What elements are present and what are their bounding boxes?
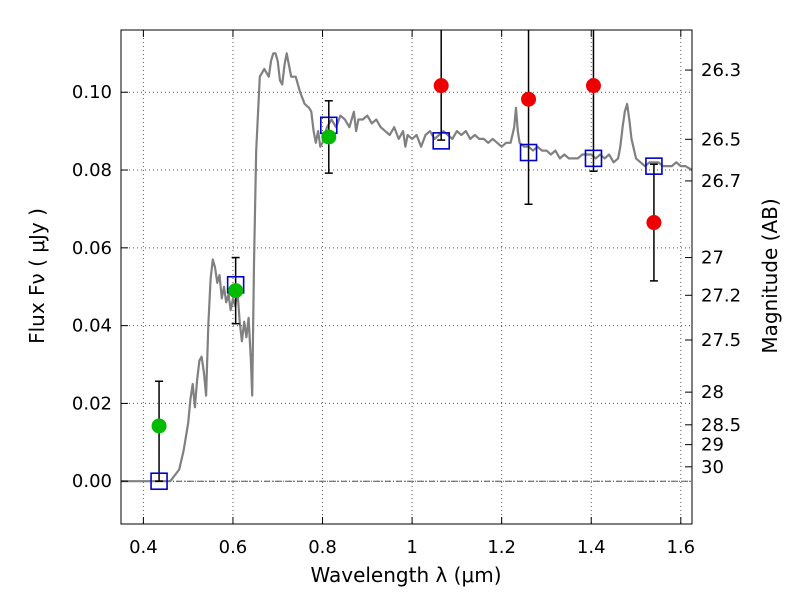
observed-photometry-point bbox=[228, 283, 244, 299]
model-photometry-point bbox=[519, 143, 538, 162]
x-tick-label: 1.6 bbox=[666, 537, 695, 558]
y-tick-labels: 0.00 0.02 0.04 0.06 0.08 0.10 bbox=[72, 82, 112, 492]
y-tick-label: 0.00 bbox=[72, 471, 112, 492]
y-axis-label: Flux Fν ( μJy ) bbox=[25, 208, 49, 344]
axis-ticks bbox=[121, 30, 692, 524]
observed-photometry-point bbox=[151, 418, 167, 434]
plot-frame bbox=[120, 29, 693, 525]
error-bars bbox=[155, 30, 658, 482]
x-tick-label: 0.4 bbox=[129, 537, 158, 558]
y-tick-label: 0.02 bbox=[72, 393, 112, 414]
model-spectrum-line bbox=[121, 52, 693, 483]
model-photometry-point bbox=[150, 472, 168, 491]
x-tick-label: 1.2 bbox=[487, 537, 516, 558]
right-tick-label: 29 bbox=[701, 435, 724, 456]
model-photometry-point bbox=[645, 157, 663, 175]
right-tick-label: 26.5 bbox=[701, 129, 741, 150]
observed-photometry-point bbox=[646, 215, 662, 231]
right-tick-label: 27.5 bbox=[701, 330, 741, 351]
right-tick-label: 28 bbox=[701, 382, 724, 403]
y-tick-label: 0.06 bbox=[72, 238, 112, 259]
model-spectrum bbox=[121, 52, 693, 483]
model-photometry-markers bbox=[150, 116, 663, 491]
x-tick-label: 1.4 bbox=[577, 537, 606, 558]
x-axis-label: Wavelength λ (μm) bbox=[310, 563, 501, 587]
right-tick-label: 30 bbox=[701, 457, 724, 478]
x-tick-label: 0.6 bbox=[219, 537, 248, 558]
observed-photometry-point bbox=[433, 78, 449, 94]
right-tick-label: 27 bbox=[701, 248, 724, 269]
y-tick-label: 0.10 bbox=[72, 82, 112, 103]
x-tick-label: 0.8 bbox=[308, 537, 337, 558]
x-tick-labels: 0.4 0.6 0.8 1 1.2 1.4 1.6 bbox=[129, 537, 695, 558]
right-tick-label: 27.2 bbox=[701, 285, 741, 306]
right-tick-label: 28.5 bbox=[701, 415, 741, 436]
y-tick-label: 0.04 bbox=[72, 316, 112, 337]
observed-photometry-point bbox=[585, 78, 601, 94]
observed-photometry-markers bbox=[151, 78, 662, 434]
observed-photometry-point bbox=[521, 91, 537, 107]
grid-lines bbox=[121, 30, 692, 524]
model-photometry-point bbox=[432, 132, 451, 150]
right-axis-label: Magnitude (AB) bbox=[758, 198, 782, 353]
right-tick-label: 26.7 bbox=[701, 171, 741, 192]
model-photometry-point bbox=[584, 149, 603, 168]
x-tick-label: 1 bbox=[406, 537, 417, 558]
observed-photometry-point bbox=[321, 129, 337, 145]
y-tick-label: 0.08 bbox=[72, 160, 112, 181]
right-tick-label: 26.3 bbox=[701, 60, 741, 81]
